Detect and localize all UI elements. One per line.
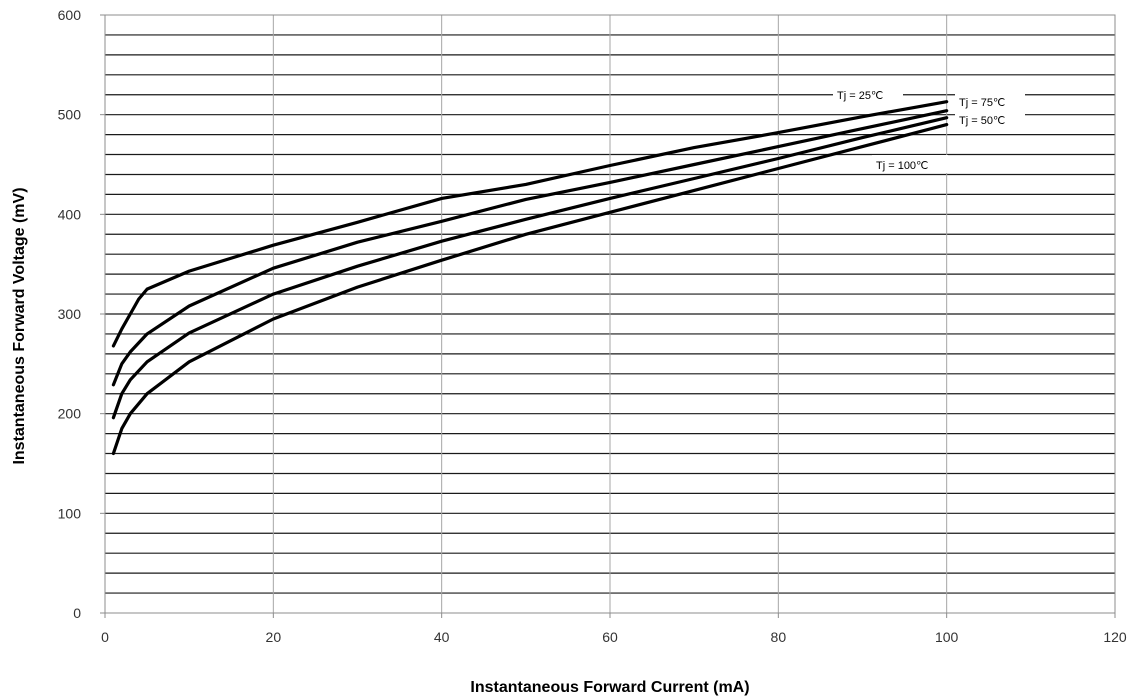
series-line-1 <box>111 109 949 387</box>
series-label-box <box>872 155 948 173</box>
series-label-box <box>833 86 903 103</box>
series-line-2 <box>111 116 949 420</box>
y-tick-label: 300 <box>58 306 82 322</box>
series-label-box <box>955 111 1025 128</box>
y-tick-label: 200 <box>58 406 82 422</box>
series-label: Tj = 75℃ <box>959 97 1005 109</box>
x-tick-label: 80 <box>771 629 787 645</box>
x-tick-label: 120 <box>1103 629 1127 645</box>
y-axis-ticks: 0 100 200 300 400 500 600 <box>58 7 105 621</box>
x-tick-label: 0 <box>101 629 109 645</box>
y-tick-label: 400 <box>58 206 82 222</box>
series-label: Tj = 25℃ <box>837 90 883 102</box>
x-tick-label: 60 <box>602 629 618 645</box>
y-tick-label: 100 <box>58 505 82 521</box>
y-tick-label: 0 <box>73 605 81 621</box>
series-label: Tj = 50℃ <box>959 115 1005 127</box>
y-tick-label: 500 <box>58 107 82 123</box>
series-label-box <box>955 93 1025 110</box>
y-axis-title: Instantaneous Forward Voltage (mV) <box>11 187 28 464</box>
series-line-0 <box>111 100 949 348</box>
y-tick-label: 600 <box>58 7 82 23</box>
series-lines <box>111 100 949 456</box>
series-labels: Tj = 25℃ Tj = 50℃ Tj = 75℃ Tj = 100℃ <box>833 86 1025 173</box>
series-line-3 <box>111 123 949 456</box>
x-tick-label: 100 <box>935 629 959 645</box>
x-tick-label: 20 <box>266 629 282 645</box>
major-gridlines <box>272 15 948 613</box>
x-axis-title: Instantaneous Forward Current (mA) <box>470 679 749 696</box>
x-tick-label: 40 <box>434 629 450 645</box>
series-label: Tj = 100℃ <box>876 160 928 172</box>
x-axis-ticks: 0 20 40 60 80 100 120 <box>101 613 1127 645</box>
